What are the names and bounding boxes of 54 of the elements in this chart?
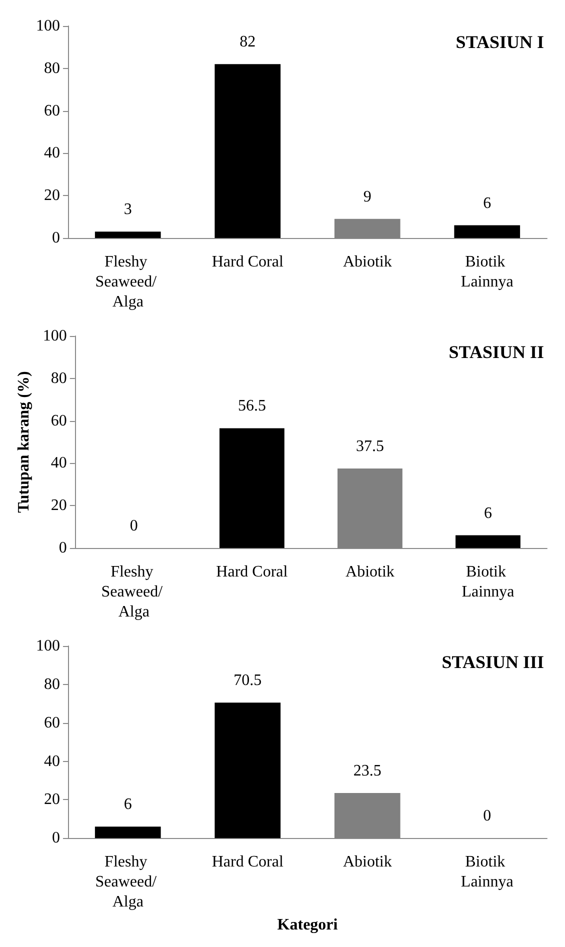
data-label: 70.5 bbox=[234, 672, 262, 690]
data-label: 37.5 bbox=[356, 438, 384, 455]
bar bbox=[219, 428, 284, 548]
x-axis-title: Kategori bbox=[277, 916, 338, 934]
chart-title: STASIUN II bbox=[448, 342, 544, 362]
bar bbox=[456, 535, 520, 548]
data-label: 56.5 bbox=[238, 398, 266, 415]
bar bbox=[454, 225, 520, 238]
y-tick-label: 40 bbox=[44, 144, 60, 162]
y-tick-label: 20 bbox=[44, 187, 60, 204]
x-tick-label: Biotik Lainnya bbox=[462, 564, 514, 600]
y-tick-label: 100 bbox=[42, 328, 67, 344]
x-tick-label: Fleshy Seaweed/ Alga bbox=[101, 564, 167, 620]
data-label: 6 bbox=[484, 504, 492, 522]
x-tick-label: Hard Coral bbox=[212, 254, 284, 270]
chart-title: STASIUN III bbox=[442, 652, 544, 672]
y-tick-label: 0 bbox=[58, 540, 67, 556]
y-tick-label: 100 bbox=[36, 638, 60, 654]
data-label: 6 bbox=[483, 194, 492, 212]
y-tick-label: 60 bbox=[44, 102, 60, 120]
y-tick-label: 0 bbox=[52, 230, 60, 246]
data-label: 82 bbox=[240, 34, 256, 51]
x-tick-label: Fleshy Seaweed/ Alga bbox=[95, 854, 161, 911]
x-tick-label: Hard Coral bbox=[216, 564, 288, 580]
bar bbox=[214, 64, 281, 238]
x-tick-label: Biotik Lainnya bbox=[460, 854, 514, 891]
x-tick-label: Biotik Lainnya bbox=[460, 254, 514, 290]
bar bbox=[214, 702, 281, 838]
data-label: 0 bbox=[483, 808, 492, 825]
y-tick-label: 20 bbox=[50, 497, 67, 514]
x-tick-label: Fleshy Seaweed/ Alga bbox=[95, 254, 161, 310]
y-tick-label: 100 bbox=[36, 18, 60, 34]
y-tick-label: 80 bbox=[50, 370, 67, 387]
y-axis-title: Tutupan karang (%) bbox=[16, 371, 32, 513]
bar bbox=[94, 232, 161, 238]
y-tick-label: 40 bbox=[44, 752, 60, 770]
chart-title: STASIUN I bbox=[456, 32, 544, 52]
data-label: 23.5 bbox=[353, 762, 382, 780]
data-label: 6 bbox=[124, 796, 132, 814]
y-tick-label: 80 bbox=[44, 676, 60, 693]
y-tick-label: 60 bbox=[50, 412, 67, 430]
x-tick-label: Abiotik bbox=[342, 254, 392, 270]
x-tick-label: Hard Coral bbox=[212, 854, 284, 871]
data-label: 3 bbox=[124, 201, 132, 218]
data-label: 9 bbox=[363, 188, 372, 206]
x-tick-label: Abiotik bbox=[342, 854, 392, 871]
data-label: 0 bbox=[130, 518, 138, 534]
y-tick-label: 60 bbox=[44, 714, 60, 732]
y-tick-label: 20 bbox=[44, 791, 60, 808]
x-tick-label: Abiotik bbox=[346, 564, 394, 580]
bar bbox=[94, 826, 161, 838]
y-tick-label: 40 bbox=[50, 454, 67, 472]
y-tick-label: 0 bbox=[52, 830, 60, 847]
y-tick-label: 80 bbox=[44, 60, 60, 77]
